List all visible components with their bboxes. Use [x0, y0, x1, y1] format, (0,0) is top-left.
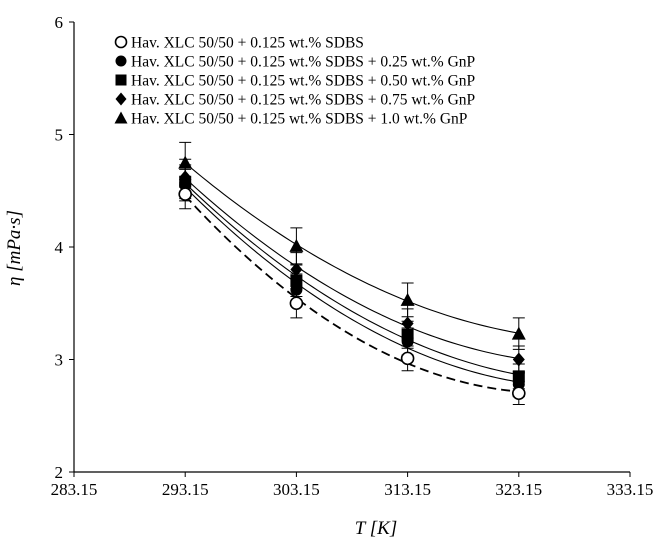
y-tick-label: 6	[55, 13, 64, 32]
legend-label-3: Hav. XLC 50/50 + 0.125 wt.% SDBS + 0.50 …	[131, 73, 475, 90]
data-point-series-4	[179, 170, 192, 185]
data-point-series-4	[512, 352, 525, 367]
axes: 2 3 4 5 6 283.15 293.15 303.15 313.15 323.15 333.1…	[51, 13, 654, 499]
legend-marker-2	[115, 55, 127, 67]
data-point-series-1	[289, 296, 304, 311]
legend-marker-5	[114, 111, 128, 124]
data-point-series-5	[178, 155, 193, 169]
fit-line-series-5	[184, 162, 519, 334]
legend-label-1: Hav. XLC 50/50 + 0.125 wt.% SDBS	[131, 35, 364, 52]
data-point-series-3	[290, 274, 303, 287]
data-point-series-1	[178, 187, 192, 201]
fit-line-series-1	[184, 195, 519, 393]
fit-lines	[184, 162, 519, 393]
x-tick-label: 293.15	[162, 480, 209, 499]
y-tick-label: 5	[55, 126, 64, 145]
data-points	[178, 155, 526, 401]
x-tick-label: 283.15	[51, 480, 98, 499]
legend-label-4: Hav. XLC 50/50 + 0.125 wt.% SDBS + 0.75 …	[131, 92, 475, 109]
x-tick-label: 303.15	[273, 480, 320, 499]
fit-line-series-4	[184, 177, 519, 360]
legend-marker-3	[115, 74, 127, 86]
y-tick-label: 3	[55, 351, 64, 370]
legend-label-5: Hav. XLC 50/50 + 0.125 wt.% SDBS + 1.0 w…	[131, 111, 467, 128]
legend-label-2: Hav. XLC 50/50 + 0.125 wt.% SDBS + 0.25 …	[131, 54, 475, 71]
data-point-series-1	[400, 351, 415, 366]
data-point-series-4	[401, 316, 414, 331]
x-tick-label: 313.15	[384, 480, 431, 499]
data-point-series-5	[400, 292, 415, 306]
fit-line-series-2	[184, 186, 519, 383]
data-point-series-3	[512, 370, 525, 383]
y-tick-label: 4	[55, 238, 64, 257]
x-tick-label: 333.15	[607, 480, 654, 499]
y-axis-title: η [mPa·s]	[4, 210, 25, 286]
data-point-series-5	[511, 326, 526, 340]
data-point-series-1	[511, 386, 526, 401]
data-point-series-3	[401, 328, 414, 341]
x-tick-label: 323.15	[495, 480, 542, 499]
data-point-series-5	[289, 238, 304, 252]
y-tick-label: 2	[55, 463, 64, 482]
legend-marker-4	[115, 92, 127, 106]
data-point-series-4	[290, 262, 303, 277]
legend-marker-1	[114, 35, 128, 49]
fit-line-series-3	[184, 182, 519, 376]
legend: Hav. XLC 50/50 + 0.125 wt.% SDBS Hav. XLC…	[114, 35, 475, 128]
x-axis-title: T [K]	[355, 518, 397, 539]
error-bars	[179, 141, 525, 405]
